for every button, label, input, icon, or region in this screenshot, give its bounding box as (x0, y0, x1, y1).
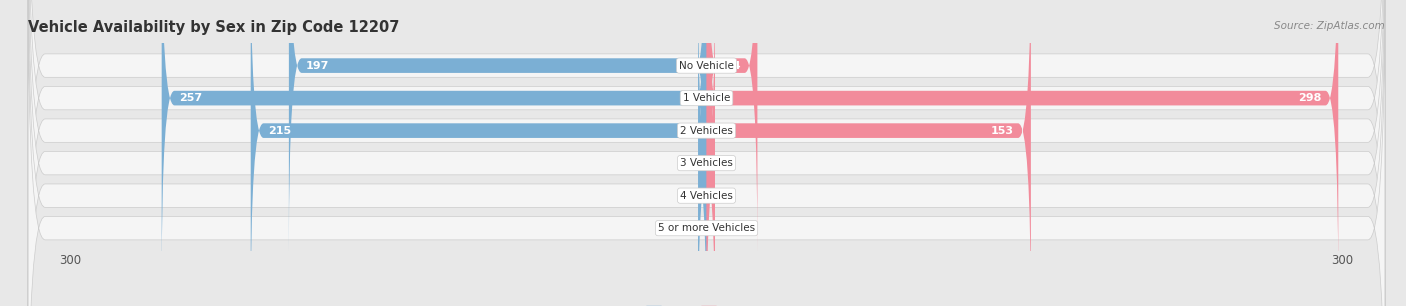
Text: 4 Vehicles: 4 Vehicles (681, 191, 733, 201)
FancyBboxPatch shape (28, 0, 1385, 306)
FancyBboxPatch shape (28, 0, 1385, 306)
FancyBboxPatch shape (162, 0, 707, 286)
Text: Source: ZipAtlas.com: Source: ZipAtlas.com (1274, 21, 1385, 32)
FancyBboxPatch shape (707, 0, 758, 253)
Text: 4: 4 (690, 158, 697, 168)
FancyBboxPatch shape (28, 0, 1385, 306)
Text: 0: 0 (724, 223, 731, 233)
Text: 1 Vehicle: 1 Vehicle (683, 93, 730, 103)
Text: 0: 0 (682, 223, 689, 233)
Text: 2 Vehicles: 2 Vehicles (681, 126, 733, 136)
FancyBboxPatch shape (707, 0, 1339, 286)
Text: 4: 4 (716, 158, 723, 168)
Text: 257: 257 (179, 93, 202, 103)
Text: 0: 0 (724, 191, 731, 201)
FancyBboxPatch shape (288, 0, 707, 253)
FancyBboxPatch shape (707, 0, 1031, 306)
Text: 197: 197 (307, 61, 329, 71)
FancyBboxPatch shape (28, 0, 1385, 306)
Text: 5 or more Vehicles: 5 or more Vehicles (658, 223, 755, 233)
FancyBboxPatch shape (693, 0, 711, 306)
FancyBboxPatch shape (250, 0, 707, 306)
Legend: Male, Female: Male, Female (641, 301, 772, 306)
FancyBboxPatch shape (28, 0, 1385, 306)
Text: 0: 0 (682, 191, 689, 201)
Text: 3 Vehicles: 3 Vehicles (681, 158, 733, 168)
Text: 215: 215 (267, 126, 291, 136)
Text: 24: 24 (725, 61, 741, 71)
Text: 153: 153 (991, 126, 1014, 136)
FancyBboxPatch shape (702, 0, 720, 306)
Text: No Vehicle: No Vehicle (679, 61, 734, 71)
Text: 298: 298 (1298, 93, 1322, 103)
Text: Vehicle Availability by Sex in Zip Code 12207: Vehicle Availability by Sex in Zip Code … (28, 20, 399, 35)
FancyBboxPatch shape (28, 0, 1385, 306)
